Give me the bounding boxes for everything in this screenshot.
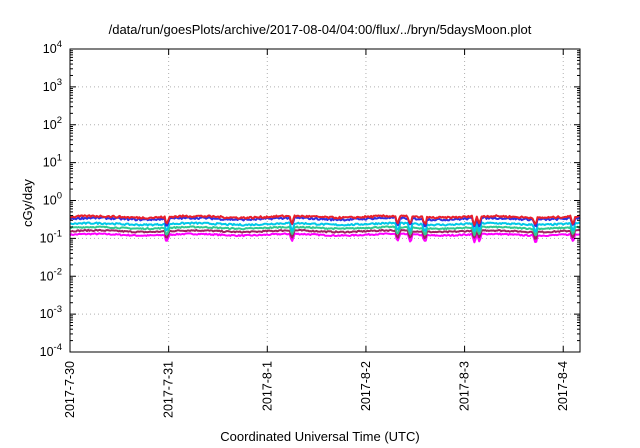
y-tick-label: 104: [43, 39, 62, 56]
y-tick-label: 100: [43, 191, 62, 208]
x-axis: 2017-7-30 2017-7-31 2017-8-1 2017-8-2 2017-8…: [63, 49, 570, 418]
x-tick-label: 2017-8-2: [359, 361, 373, 411]
y-tick-label: 10-4: [40, 342, 62, 359]
series-line: [69, 225, 581, 237]
y-tick-label: 10-2: [40, 266, 62, 283]
grid: [70, 49, 580, 352]
x-tick-label: 2017-8-1: [260, 361, 274, 411]
y-tick-label: 103: [43, 77, 62, 94]
x-tick-label: 2017-7-30: [63, 361, 77, 418]
x-axis-label: Coordinated Universal Time (UTC): [220, 429, 419, 444]
x-tick-label: 2017-8-4: [556, 361, 570, 411]
x-tick-label: 2017-7-31: [162, 361, 176, 418]
series-line: [69, 216, 581, 228]
y-tick-label: 102: [43, 115, 62, 132]
y-tick-label: 10-1: [40, 228, 62, 245]
y-axis-label: cGy/day: [20, 179, 35, 227]
x-tick-label: 2017-8-3: [458, 361, 472, 411]
series-line: [69, 221, 581, 233]
y-axis: 104 103 102 101 100 10-1 10-2 10-3 10-4: [40, 39, 580, 359]
y-tick-label: 10-3: [40, 304, 62, 321]
series-line: [69, 214, 581, 226]
series-line: [69, 228, 581, 240]
chart-title: /data/run/goesPlots/archive/2017-08-04/0…: [109, 22, 532, 37]
data-series: [69, 214, 581, 244]
y-tick-label: 101: [43, 153, 62, 170]
series-line: [69, 232, 581, 244]
